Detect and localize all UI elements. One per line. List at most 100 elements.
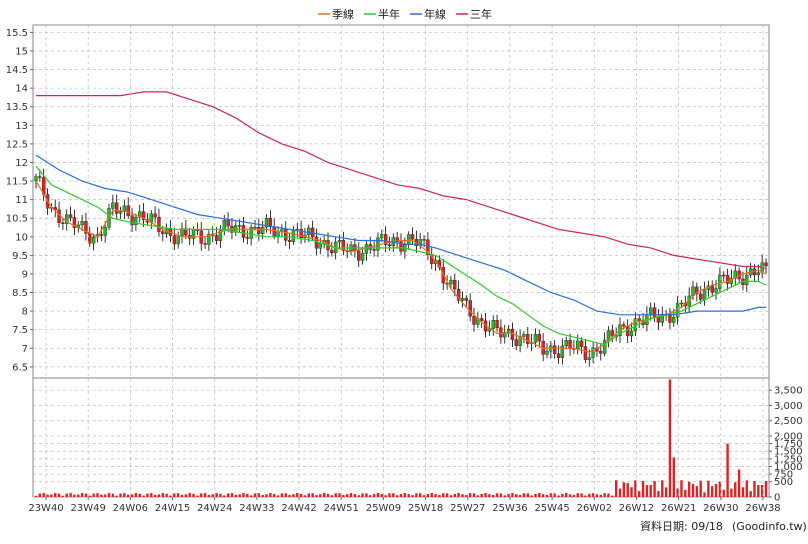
price-tick-label-18: 15.5 — [6, 28, 28, 39]
volume-bar — [238, 494, 241, 497]
candle-body — [583, 346, 588, 360]
volume-bar — [561, 493, 564, 497]
candle-body — [756, 272, 761, 276]
volume-bar — [111, 493, 115, 497]
candle-body — [172, 235, 177, 245]
x-axis: 23W40 23W49 24W06 24W15 24W24 24W33 24W42 24W51… — [28, 25, 781, 514]
legend-label-2: 年線 — [424, 7, 446, 21]
candle-body — [702, 289, 707, 300]
candle-body — [587, 357, 591, 360]
candle-body — [499, 327, 503, 338]
volume-bar — [223, 495, 226, 497]
volume-tick-label-5: 1,500 — [774, 447, 803, 458]
volume-tick-label-7: 2,000 — [774, 431, 803, 442]
volume-bar — [492, 495, 495, 497]
candle-body — [545, 350, 549, 355]
price-tick-label-10: 11.5 — [6, 177, 28, 188]
x-tick-label-3: 24W15 — [155, 503, 190, 514]
candle-body — [456, 288, 461, 301]
volume-bar — [273, 493, 276, 497]
candle-body — [449, 279, 453, 285]
candle-body — [372, 249, 376, 251]
volume-bar — [326, 493, 330, 497]
volume-bar — [499, 493, 503, 497]
x-tick-label-10: 25W27 — [450, 503, 485, 514]
volume-bar — [46, 494, 49, 497]
volume-bar — [549, 493, 553, 497]
volume-bar — [634, 480, 637, 497]
price-tick-label-13: 13 — [15, 121, 28, 132]
volume-bar — [342, 495, 345, 497]
volume-bar — [311, 493, 314, 497]
candle-body — [272, 226, 276, 237]
candle-body — [610, 330, 615, 337]
volume-bar — [276, 495, 280, 497]
volume-bar — [530, 495, 533, 497]
candle-body — [468, 300, 472, 317]
candle-body — [472, 316, 476, 325]
volume-bar — [707, 480, 710, 497]
price-tick-label-8: 10.5 — [6, 214, 28, 225]
x-tick-label-2: 24W06 — [113, 503, 148, 514]
volume-bar — [749, 491, 752, 497]
candle-body — [491, 320, 495, 329]
volume-bar — [507, 493, 510, 497]
candle-body — [652, 307, 657, 318]
volume-bar — [319, 494, 322, 497]
volume-bar — [641, 481, 645, 497]
candle-body — [118, 211, 123, 214]
candle-body — [422, 239, 426, 241]
candle-body — [552, 345, 557, 354]
candle-body — [576, 340, 580, 349]
candle-body — [695, 286, 699, 295]
candle-body — [579, 340, 584, 347]
candle-body — [291, 229, 296, 242]
legend-label-1: 半年 — [378, 7, 400, 21]
volume-bar — [626, 483, 629, 497]
volume-bar — [127, 494, 130, 497]
volume-bar — [50, 494, 53, 497]
volume-bar — [246, 493, 249, 497]
source-label: (Goodinfo.tw) — [732, 520, 807, 533]
candle-body — [399, 241, 403, 252]
volume-bar — [622, 482, 626, 497]
volume-bar — [511, 493, 514, 497]
volume-bar — [726, 443, 729, 497]
volume-bar — [315, 495, 318, 497]
volume-bar — [595, 494, 599, 497]
x-tick-label-14: 26W12 — [619, 503, 654, 514]
volume-bar — [365, 493, 368, 497]
candle-body — [568, 340, 572, 349]
volume-bar — [653, 481, 656, 497]
candle-body — [564, 340, 568, 347]
volume-bar — [541, 494, 545, 497]
volume-bar — [65, 493, 68, 497]
candle-body — [218, 230, 223, 241]
price-tick-label-1: 7 — [22, 344, 28, 355]
volume-bar — [207, 494, 211, 497]
x-tick-label-4: 24W24 — [197, 503, 232, 514]
legend-label-3: 三年 — [470, 7, 492, 21]
price-tick-label-2: 7.5 — [12, 325, 28, 336]
volume-bar — [411, 495, 414, 497]
x-tick-label-5: 24W33 — [239, 503, 274, 514]
volume-bar — [169, 495, 172, 497]
candle-body — [537, 334, 542, 342]
volume-bar — [153, 494, 157, 497]
volume-bar — [211, 494, 214, 497]
volume-bar — [449, 495, 453, 497]
price-tick-label-5: 9 — [22, 269, 28, 280]
candle-body — [383, 234, 388, 245]
price-tick-label-3: 8 — [22, 307, 28, 318]
candle-body — [184, 228, 188, 236]
volume-bar — [380, 494, 383, 497]
volume-tick-label-4: 1,250 — [774, 454, 803, 465]
price-tick-label-14: 13.5 — [6, 102, 28, 113]
candle-body — [514, 339, 518, 346]
candle-body — [249, 227, 253, 239]
volume-bar — [522, 493, 526, 497]
volume-bar — [130, 494, 134, 497]
volume-bar — [422, 495, 426, 497]
volume-bar — [357, 495, 360, 497]
volume-bar — [280, 493, 284, 497]
